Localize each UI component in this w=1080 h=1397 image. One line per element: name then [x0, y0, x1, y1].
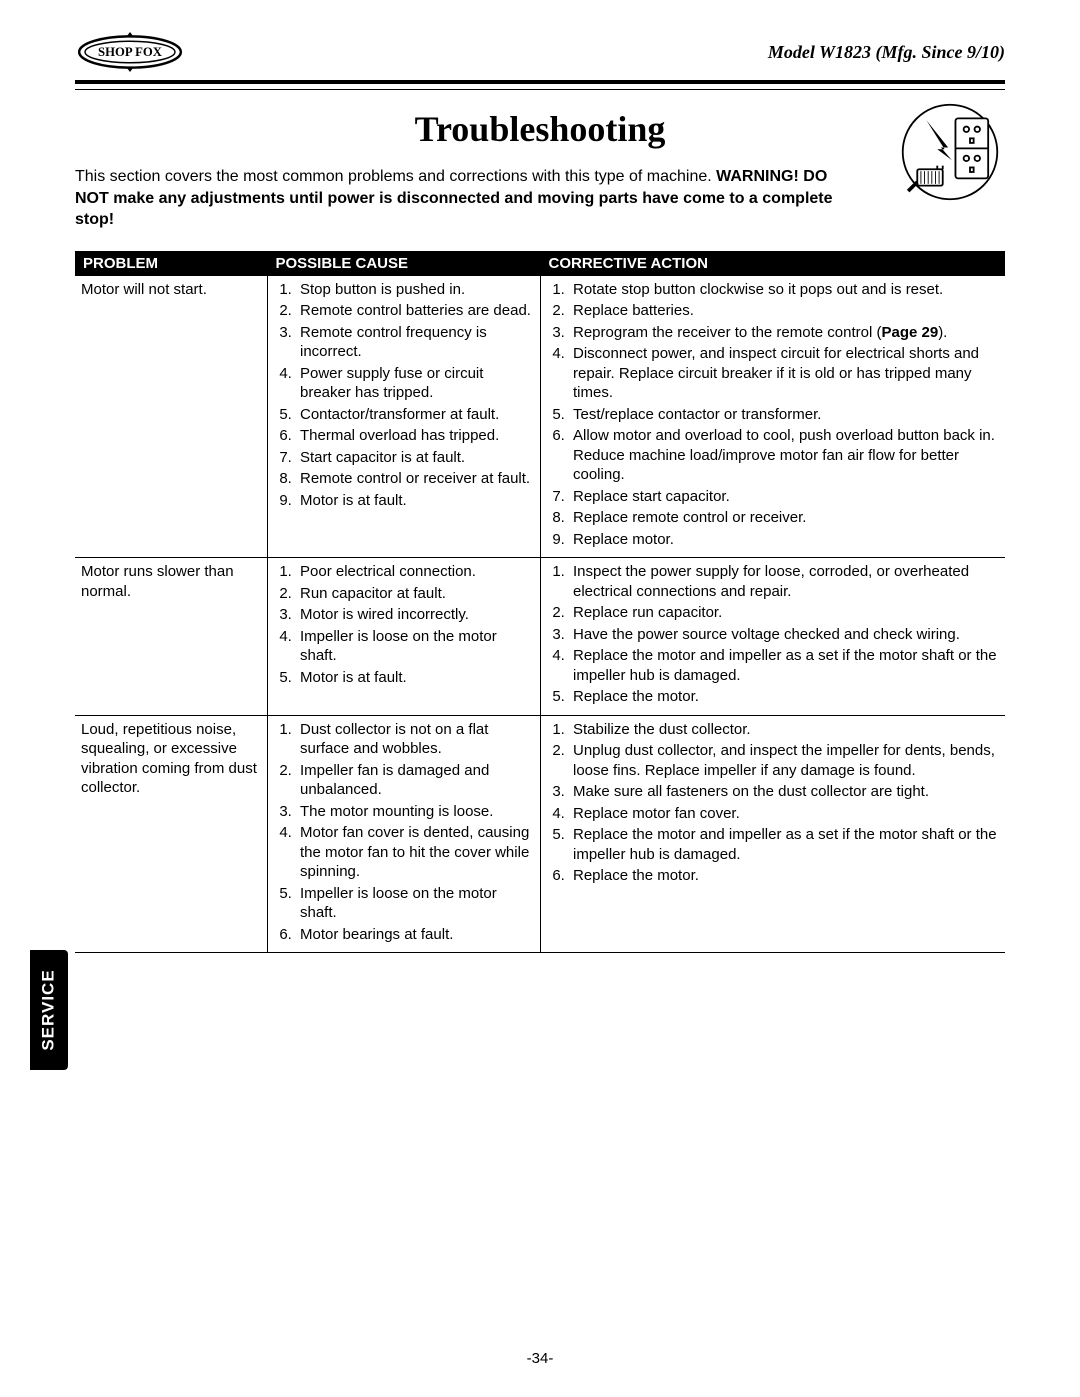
- cause-item: Poor electrical connection.: [296, 562, 534, 582]
- action-item: Replace batteries.: [569, 301, 999, 321]
- cause-item: Remote control or receiver at fault.: [296, 469, 534, 489]
- col-header-problem: Problem: [75, 251, 268, 276]
- cause-item: The motor mounting is loose.: [296, 802, 534, 822]
- cause-item: Remote control batteries are dead.: [296, 301, 534, 321]
- page-header: SHOP FOX Model W1823 (Mfg. Since 9/10): [75, 30, 1005, 74]
- col-header-action: Corrective Action: [541, 251, 1006, 276]
- action-cell: Inspect the power supply for loose, corr…: [541, 558, 1006, 716]
- action-item: Allow motor and overload to cool, push o…: [569, 426, 999, 485]
- action-item: Replace remote control or receiver.: [569, 508, 999, 528]
- action-item: Replace the motor.: [569, 866, 999, 886]
- side-tab-label: Service: [39, 969, 59, 1050]
- cause-item: Stop button is pushed in.: [296, 280, 534, 300]
- action-item: Replace the motor.: [569, 687, 999, 707]
- cause-item: Impeller is loose on the motor shaft.: [296, 884, 534, 923]
- cause-item: Remote control frequency is incorrect.: [296, 323, 534, 362]
- cause-item: Power supply fuse or circuit breaker has…: [296, 364, 534, 403]
- cause-item: Contactor/transformer at fault.: [296, 405, 534, 425]
- cause-item: Motor is at fault.: [296, 491, 534, 511]
- manual-page: SHOP FOX Model W1823 (Mfg. Since 9/10) T…: [0, 0, 1080, 1397]
- cause-item: Start capacitor is at fault.: [296, 448, 534, 468]
- model-label: Model W1823 (Mfg. Since 9/10): [768, 42, 1005, 63]
- problem-cell: Motor will not start.: [75, 276, 268, 558]
- cause-item: Dust collector is not on a flat surface …: [296, 720, 534, 759]
- action-item: Replace the motor and impeller as a set …: [569, 646, 999, 685]
- page-number: -34-: [0, 1350, 1080, 1367]
- header-divider: [75, 80, 1005, 90]
- action-cell: Stabilize the dust collector.Unplug dust…: [541, 715, 1006, 953]
- action-item: Replace motor.: [569, 530, 999, 550]
- cause-item: Motor bearings at fault.: [296, 925, 534, 945]
- cause-cell: Poor electrical connection.Run capacitor…: [268, 558, 541, 716]
- problem-cell: Motor runs slower than normal.: [75, 558, 268, 716]
- action-item: Test/replace contactor or transformer.: [569, 405, 999, 425]
- action-item: Inspect the power supply for loose, corr…: [569, 562, 999, 601]
- action-item: Rotate stop button clockwise so it pops …: [569, 280, 999, 300]
- troubleshooting-table: Problem Possible Cause Corrective Action…: [75, 251, 1005, 954]
- intro-paragraph: This section covers the most common prob…: [75, 166, 865, 231]
- problem-cell: Loud, repetitious noise, squealing, or e…: [75, 715, 268, 953]
- action-item: Unplug dust collector, and inspect the i…: [569, 741, 999, 780]
- cause-cell: Dust collector is not on a flat surface …: [268, 715, 541, 953]
- shopfox-logo: SHOP FOX: [75, 30, 185, 74]
- cause-item: Impeller fan is damaged and unbalanced.: [296, 761, 534, 800]
- action-item: Stabilize the dust collector.: [569, 720, 999, 740]
- cause-item: Run capacitor at fault.: [296, 584, 534, 604]
- action-item: Disconnect power, and inspect circuit fo…: [569, 344, 999, 403]
- col-header-cause: Possible Cause: [268, 251, 541, 276]
- cause-item: Thermal overload has tripped.: [296, 426, 534, 446]
- action-item: Make sure all fasteners on the dust coll…: [569, 782, 999, 802]
- action-item: Replace motor fan cover.: [569, 804, 999, 824]
- service-side-tab: Service: [30, 950, 68, 1070]
- section-title: Troubleshooting: [75, 108, 1005, 150]
- svg-text:SHOP FOX: SHOP FOX: [98, 45, 163, 59]
- cause-item: Motor is wired incorrectly.: [296, 605, 534, 625]
- action-item: Replace start capacitor.: [569, 487, 999, 507]
- cause-item: Motor is at fault.: [296, 668, 534, 688]
- unplug-outlet-icon: [895, 102, 1005, 202]
- cause-item: Impeller is loose on the motor shaft.: [296, 627, 534, 666]
- cause-cell: Stop button is pushed in.Remote control …: [268, 276, 541, 558]
- action-item: Replace the motor and impeller as a set …: [569, 825, 999, 864]
- title-row: Troubleshooting: [75, 108, 1005, 150]
- cause-item: Motor fan cover is dented, causing the m…: [296, 823, 534, 882]
- action-item: Reprogram the receiver to the remote con…: [569, 323, 999, 343]
- action-cell: Rotate stop button clockwise so it pops …: [541, 276, 1006, 558]
- intro-lead: This section covers the most common prob…: [75, 168, 716, 185]
- action-item: Replace run capacitor.: [569, 603, 999, 623]
- action-item: Have the power source voltage checked an…: [569, 625, 999, 645]
